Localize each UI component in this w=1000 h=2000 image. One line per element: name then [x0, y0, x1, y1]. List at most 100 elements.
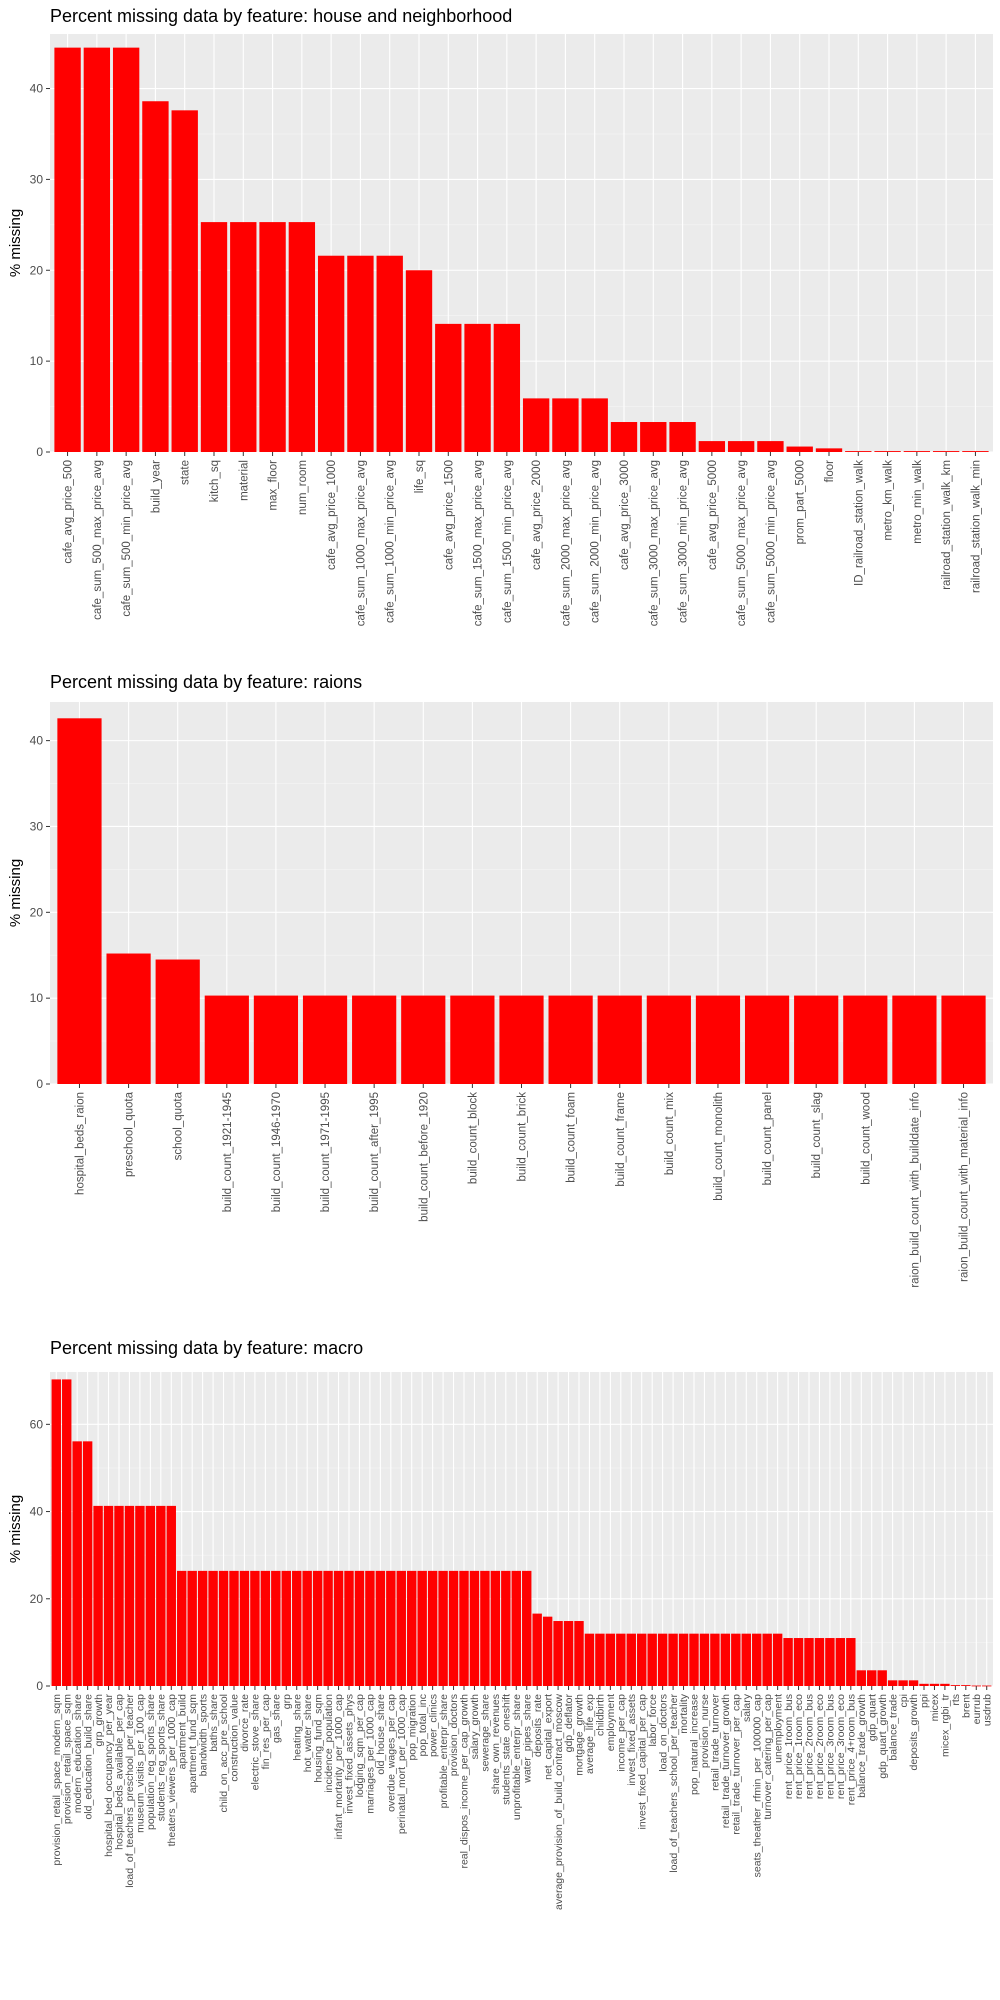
bar [145, 1505, 156, 1686]
x-tick-label: old_house_share [375, 1694, 387, 1775]
x-tick-label: floor [824, 460, 836, 483]
bar [302, 1570, 312, 1686]
x-tick-label: gas_share [270, 1694, 282, 1743]
bar [253, 995, 299, 1084]
bar [171, 110, 198, 452]
bar [647, 1633, 657, 1686]
x-tick-label: material [238, 460, 250, 501]
x-tick-label: balance_trade [887, 1694, 899, 1761]
x-tick-label: usdrub [981, 1694, 993, 1726]
bar [522, 1570, 532, 1686]
bar [786, 446, 813, 452]
bar [597, 995, 642, 1084]
bar [396, 1570, 406, 1686]
x-tick-label: cafe_sum_1000_max_price_avg [355, 460, 367, 626]
x-tick-label: grp_growth [93, 1694, 105, 1747]
x-tick-label: build_count_1921-1945 [222, 1092, 234, 1212]
bar [752, 1633, 762, 1686]
bar [142, 101, 169, 453]
x-tick-label: provision_retail_space_modern_sqm [51, 1694, 63, 1866]
bar [57, 718, 102, 1084]
bar [229, 1570, 239, 1686]
x-tick-label: build_count_monolith [713, 1092, 725, 1201]
bar [259, 222, 286, 452]
bar [552, 398, 579, 452]
x-tick-label: population_reg_sports_share [145, 1694, 157, 1830]
x-tick-label: build_count_mix [664, 1092, 676, 1175]
bar [347, 255, 374, 452]
bar [333, 1570, 344, 1686]
y-tick-label: 40 [30, 734, 44, 748]
x-tick-label: metro_min_walk [912, 460, 924, 544]
x-tick-label: build_count_1946-1970 [271, 1092, 283, 1212]
bar [668, 1633, 678, 1686]
bar [616, 1633, 626, 1686]
x-tick-label: marriages_per_1000_cap [365, 1694, 377, 1814]
bar [427, 1570, 438, 1686]
y-tick-label: 0 [36, 445, 43, 459]
x-tick-label: build_count_before_1920 [418, 1092, 430, 1222]
x-tick-label: cafe_sum_1500_max_price_avg [473, 460, 485, 626]
bar [710, 1633, 720, 1686]
x-tick-label: water_pipes_share [521, 1694, 533, 1784]
bar [260, 1570, 271, 1686]
chart-house-neighborhood: Percent missing data by feature: house a… [7, 6, 993, 626]
x-tick-label: rent_price_1room_eco [793, 1694, 805, 1799]
chart-title: Percent missing data by feature: house a… [50, 6, 512, 26]
x-tick-label: pop_natural_increase [689, 1694, 701, 1795]
bar [794, 995, 839, 1084]
x-tick-label: real_dispos_income_per_cap_growth [459, 1694, 471, 1869]
bar [83, 47, 111, 453]
bar [825, 1638, 835, 1686]
bar [501, 1570, 511, 1686]
y-axis-label: % missing [7, 1495, 24, 1563]
bar [595, 1633, 605, 1686]
x-tick-label: cafe_sum_5000_min_price_avg [765, 460, 777, 623]
x-tick-label: build_count_panel [762, 1092, 774, 1185]
x-tick-label: micex_rgbi_tr [940, 1694, 952, 1758]
bar [103, 1505, 114, 1686]
bar [548, 995, 593, 1084]
x-tick-label: rent_price_1room_bus [783, 1694, 795, 1799]
x-tick-label: apartment_build [176, 1694, 188, 1769]
y-tick-label: 30 [30, 819, 44, 833]
x-tick-label: pop_total_inc [417, 1694, 429, 1756]
bar [218, 1570, 229, 1686]
bar [843, 995, 888, 1084]
x-tick-label: cafe_sum_3000_max_price_avg [648, 460, 660, 626]
x-tick-label: perinatal_mort_per_1000_cap [396, 1694, 408, 1834]
bar [744, 995, 790, 1084]
x-tick-label: bandwidth_sports [197, 1694, 209, 1776]
x-tick-label: raion_build_count_with_builddate_info [909, 1092, 921, 1288]
y-tick-label: 40 [30, 1505, 44, 1519]
x-tick-label: students_state_oneshift [500, 1694, 512, 1805]
x-tick-label: cafe_avg_price_1000 [326, 460, 338, 570]
y-axis-label: % missing [7, 859, 24, 927]
bar [62, 1379, 72, 1686]
x-tick-label: hot_water_share [302, 1694, 314, 1772]
x-tick-label: railroad_station_walk_min [970, 460, 982, 593]
bar [239, 1570, 250, 1686]
bar [344, 1570, 354, 1686]
bar [448, 1570, 459, 1686]
bar [815, 448, 843, 452]
x-tick-label: provision_retail_space_sqm [61, 1694, 73, 1824]
bar [793, 1638, 804, 1686]
x-tick-label: build_year [150, 460, 162, 513]
bar [365, 1570, 375, 1686]
bar [469, 1570, 480, 1686]
bar [757, 441, 784, 452]
bar [114, 1505, 124, 1686]
x-tick-label: provision_doctors [448, 1694, 460, 1776]
x-tick-label: power_clinics [427, 1694, 439, 1757]
x-tick-label: retail_trade_turnover_growth [720, 1694, 732, 1828]
chart-raions: Percent missing data by feature: raions 0… [7, 672, 993, 1288]
y-tick-label: 60 [30, 1417, 44, 1431]
x-tick-label: balance_trade_growth [856, 1694, 868, 1798]
x-tick-label: school_quota [173, 1091, 185, 1160]
bar [200, 222, 228, 452]
bar [72, 1441, 82, 1686]
x-tick-label: metro_km_walk [883, 460, 895, 541]
bar [932, 451, 960, 452]
bar [640, 422, 667, 452]
